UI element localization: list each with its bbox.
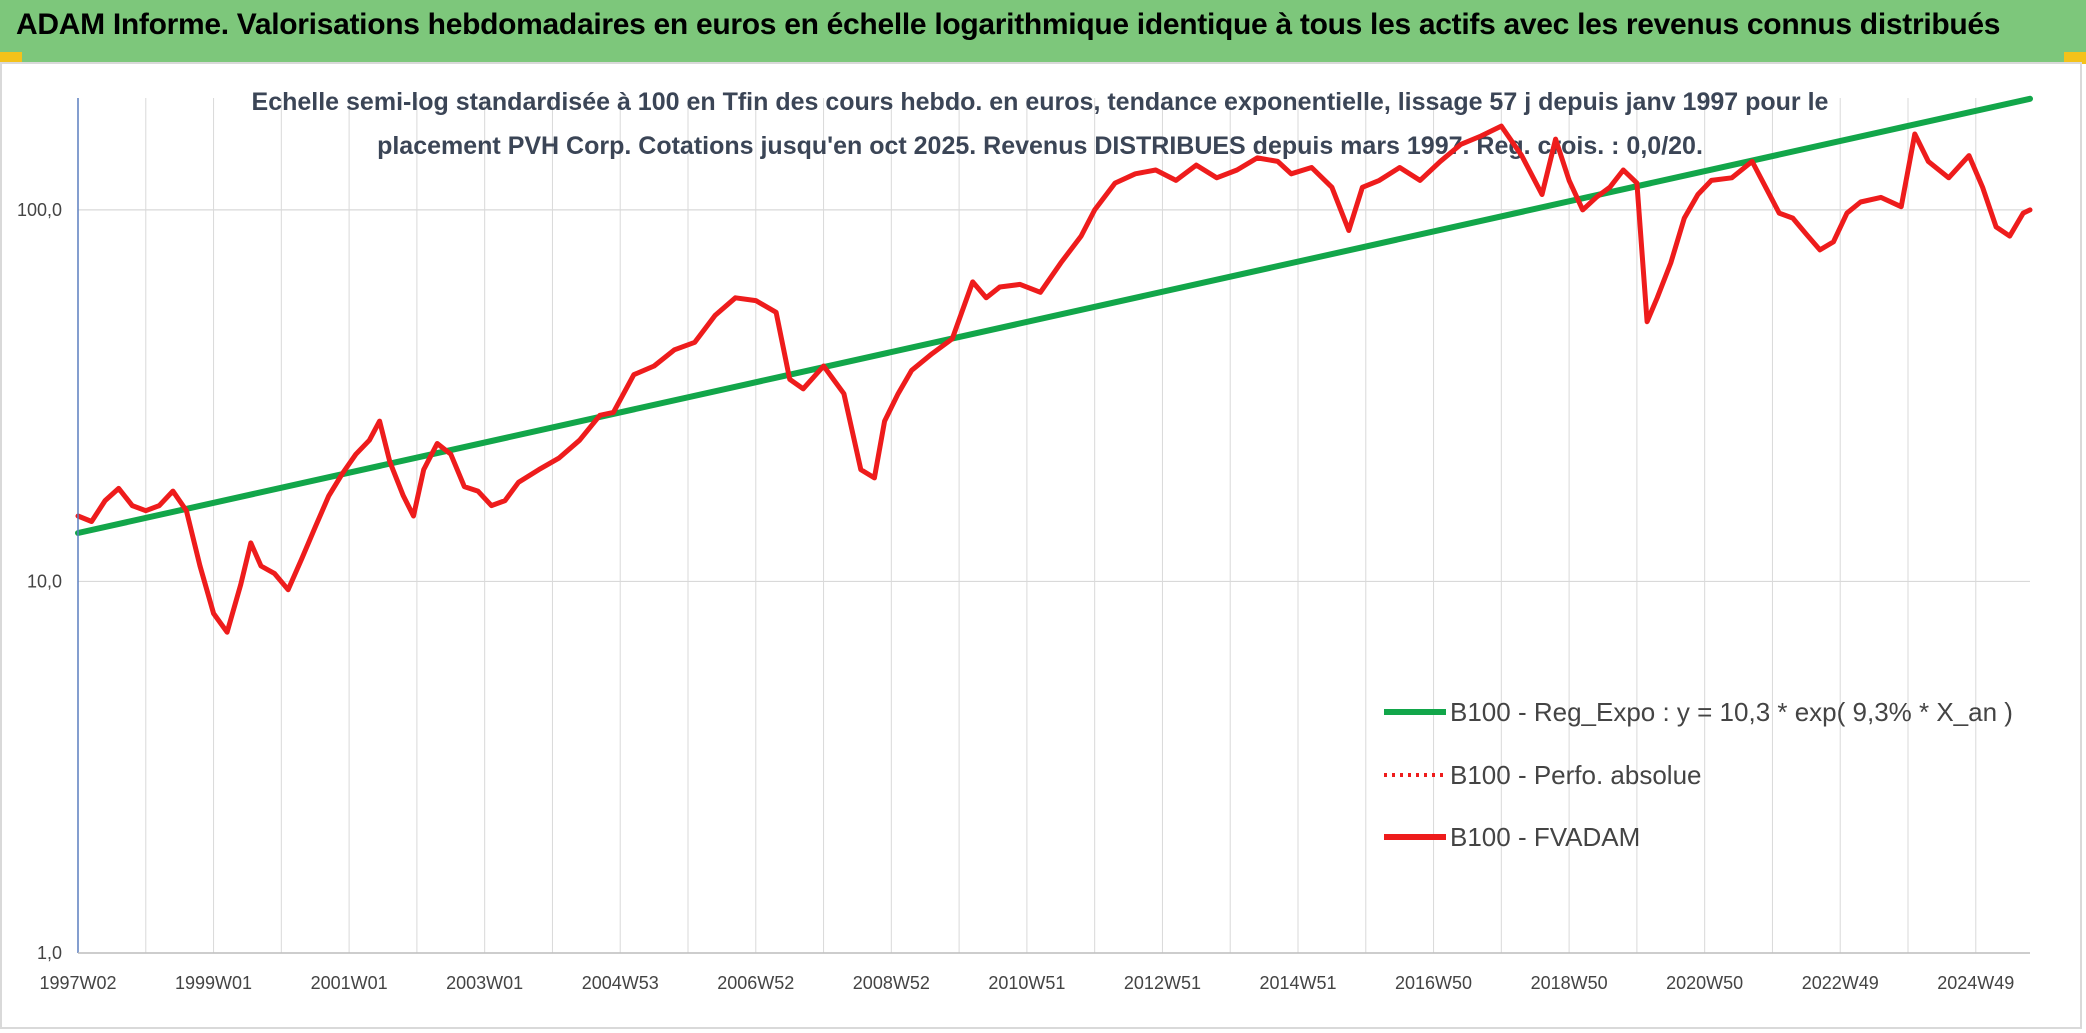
grid-layer [77,98,2030,954]
x-tick-label: 2016W50 [1395,973,1472,993]
x-tick-label: 2001W01 [311,973,388,993]
y-tick-label: 100,0 [17,200,62,220]
x-tick-label: 2012W51 [1124,973,1201,993]
fvadam-line [75,123,2033,635]
chart-title-line-1: Echelle semi-log standardisée à 100 en T… [252,88,1829,116]
x-tick-label: 2018W50 [1531,973,1608,993]
axis-layer: 1,0 10,0 100,0 1997W02 1999W01 2001W01 2003W01… [17,98,2030,993]
x-tick-label: 1999W01 [175,973,252,993]
chart-svg: Echelle semi-log standardisée à 100 en T… [17,88,2033,993]
legend: B100 - Reg_Expo : y = 10,3 * exp( 9,3% *… [1384,697,2013,852]
y-tick-label: 10,0 [27,571,62,591]
x-tick-label: 2010W51 [988,973,1065,993]
legend-label-fvadam: B100 - FVADAM [1450,822,1640,852]
report-title: ADAM Informe. Valorisations hebdomadaire… [16,8,2001,41]
series-layer [75,95,2033,635]
report-banner: ADAM Informe. Valorisations hebdomadaire… [0,0,2086,62]
legend-label-trend: B100 - Reg_Expo : y = 10,3 * exp( 9,3% *… [1450,697,2013,727]
x-tick-label: 2008W52 [853,973,930,993]
x-tick-label: 2014W51 [1259,973,1336,993]
x-tick-label: 1997W02 [39,973,116,993]
x-tick-label: 2004W53 [582,973,659,993]
x-tick-label: 2024W49 [1937,973,2014,993]
corner-marker-left [0,52,22,64]
x-tick-label: 2022W49 [1802,973,1879,993]
corner-marker-right [2064,52,2086,64]
chart-frame: Echelle semi-log standardisée à 100 en T… [0,62,2082,1029]
legend-label-perfo: B100 - Perfo. absolue [1450,760,1702,790]
x-tick-label: 2020W50 [1666,973,1743,993]
x-tick-label: 2006W52 [717,973,794,993]
trend-line [75,95,2033,536]
x-tick-label: 2003W01 [446,973,523,993]
chart-title-line-2: placement PVH Corp. Cotations jusqu'en o… [377,132,1703,160]
y-tick-label: 1,0 [37,943,62,963]
